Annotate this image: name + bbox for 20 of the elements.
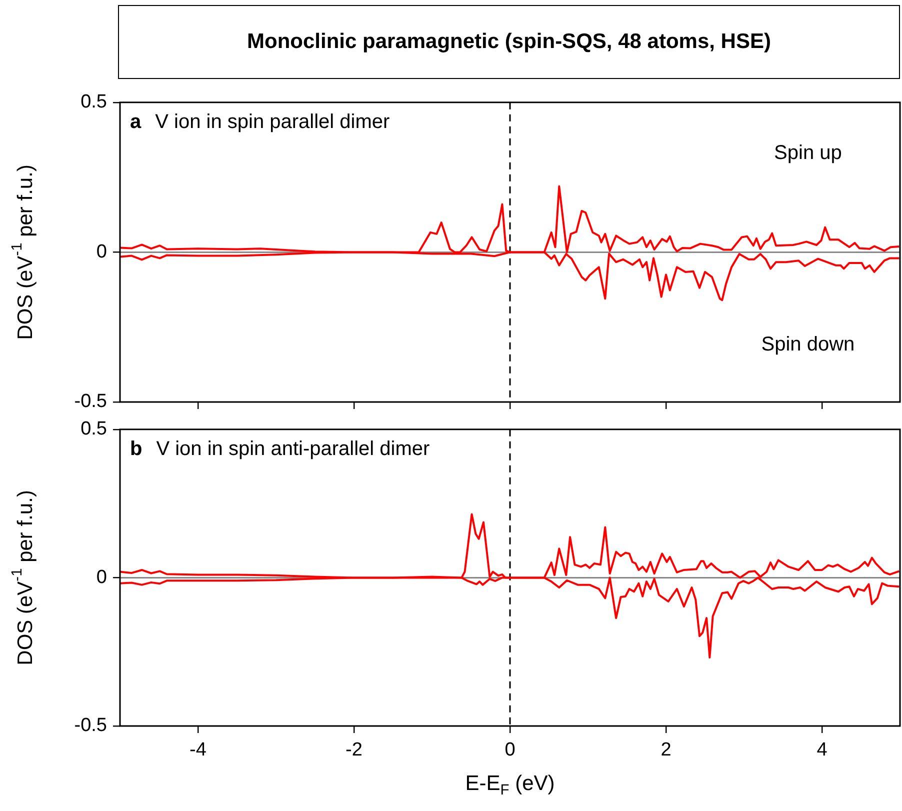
- y-tick-label: 0: [96, 566, 107, 588]
- x-tick-label: -4: [190, 740, 207, 761]
- x-tick-label: 2: [660, 740, 672, 761]
- x-tick-label: 0: [504, 740, 516, 761]
- chart-subtitle: V ion in spin parallel dimer: [155, 110, 390, 133]
- annotation: b: [130, 438, 142, 460]
- y-axis-title: DOS (eV-1 per f.u.): [10, 490, 37, 666]
- y-axis-title: DOS (eV-1 per f.u.): [10, 164, 37, 340]
- y-tick-label: -0.5: [74, 391, 107, 412]
- y-tick-label: -0.5: [74, 715, 107, 736]
- y-tick-label: 0: [96, 241, 107, 262]
- y-tick-label: 0.5: [80, 418, 107, 440]
- y-tick-label: 0.5: [80, 92, 107, 113]
- annotation: Spin up: [774, 142, 842, 164]
- annotation: a: [130, 110, 142, 133]
- chart-subtitle: V ion in spin anti-parallel dimer: [156, 438, 430, 460]
- x-tick-label: 4: [816, 740, 828, 761]
- x-tick-label: -2: [346, 740, 362, 761]
- annotation: Spin down: [761, 334, 855, 356]
- chart-title: Monoclinic paramagnetic (spin-SQS, 48 atoms, HSE): [118, 5, 900, 79]
